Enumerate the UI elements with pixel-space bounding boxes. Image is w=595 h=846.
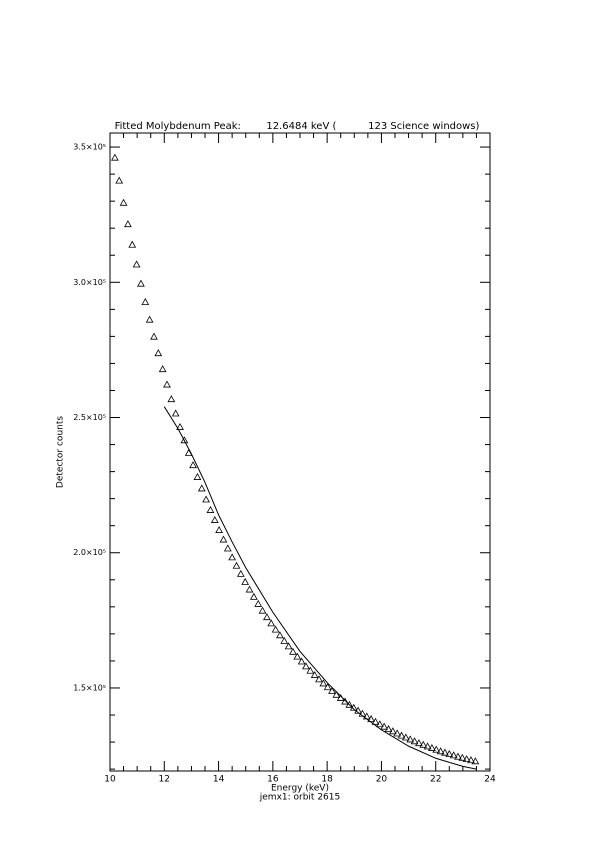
data-point [232,561,241,569]
data-point [271,625,280,633]
data-point [458,753,467,761]
data-point [137,279,145,287]
data-point [332,690,341,698]
data-point [419,740,428,748]
data-point [228,553,237,561]
data-point [167,395,176,403]
data-point [388,727,397,735]
chart-title: Fitted Molybdenum Peak: 12.6484 keV ( 12… [115,121,480,132]
data-point [441,748,449,756]
data-point [223,544,232,552]
fit-line [163,406,477,770]
data-point [171,409,180,417]
data-point [180,436,189,444]
data-point [245,585,254,593]
data-point [176,422,184,430]
data-point [415,739,423,747]
x-tick-label: 22 [430,775,441,785]
data-point [124,220,132,228]
x-tick-label: 14 [213,775,225,785]
data-point [119,198,128,206]
data-point [293,652,302,660]
y-tick-label: 3.5×10⁵ [73,143,106,152]
y-tick-label: 3.0×10⁵ [73,278,106,287]
data-point [115,176,124,184]
data-point [111,153,119,161]
data-point [328,686,336,694]
data-point [341,697,349,705]
data-point [128,240,137,248]
data-point [263,613,271,621]
data-point [302,662,310,670]
data-point [375,720,384,728]
data-point [462,755,471,763]
data-point [401,733,410,741]
data-point [197,484,206,492]
data-point [236,569,245,577]
data-point [163,380,171,388]
data-point [423,742,432,750]
subtitle: jemx1: orbit 2615 [259,793,340,803]
data-point [393,729,402,737]
data-point [249,592,258,600]
data-point [319,679,328,687]
data-point [471,757,480,765]
data-point [276,631,284,639]
data-point [158,365,167,373]
data-point [354,706,362,714]
data-point [202,495,210,503]
data-point [310,670,319,678]
data-point [371,717,380,725]
data-point [284,642,293,650]
data-point [428,743,436,751]
data-point [432,745,441,753]
data-point [410,737,419,745]
data-point [206,505,215,513]
data-point [467,756,475,764]
data-point [189,461,197,469]
data-point [297,657,306,665]
data-point [306,666,315,674]
data-point [345,700,354,708]
data-point [150,332,158,340]
data-point [380,722,389,730]
data-point [315,675,323,683]
data-point [241,577,250,585]
data-point [445,749,454,757]
data-point [219,535,228,543]
data-point [215,526,223,533]
data-point [449,751,458,759]
x-tick-label: 10 [104,775,116,785]
x-axis-label: Energy (keV) [271,784,329,794]
data-point [145,315,154,323]
data-point [154,349,163,357]
data-point [258,606,267,614]
data-point [280,636,289,644]
data-point [436,747,445,755]
data-point [193,472,202,480]
x-tick-label: 12 [159,775,170,785]
data-point [141,298,150,305]
data-point [323,683,332,691]
data-point [210,515,219,523]
x-tick-label: 24 [484,775,496,785]
x-tick-label: 16 [267,775,279,785]
data-point [406,735,415,743]
y-tick-label: 2.5×10⁵ [73,413,106,422]
data-point [397,731,406,739]
data-point [384,725,393,733]
x-tick-label: 20 [376,775,388,785]
data-point [132,260,141,268]
data-point [289,647,297,655]
data-point [254,599,263,607]
data-point [267,619,276,627]
y-tick-label: 1.5×10⁵ [73,683,106,692]
y-axis-label: Detector counts [56,416,66,488]
y-tick-label: 2.0×10⁵ [73,548,106,557]
x-tick-label: 18 [321,775,333,785]
data-point [454,752,462,760]
